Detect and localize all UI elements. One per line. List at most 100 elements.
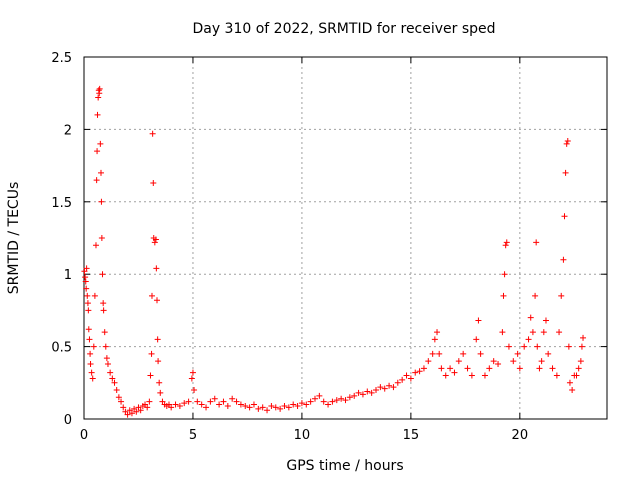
data-point <box>333 397 340 404</box>
y-tick-label: 1.5 <box>51 196 72 211</box>
data-point <box>473 336 480 343</box>
data-point <box>268 402 275 409</box>
data-point <box>149 130 156 137</box>
data-point <box>97 140 104 147</box>
data-point <box>92 242 99 249</box>
data-point <box>156 379 163 386</box>
data-point <box>99 271 106 278</box>
data-point <box>560 256 567 263</box>
data-point <box>351 392 358 399</box>
data-point <box>87 360 94 367</box>
data-point <box>499 329 506 336</box>
data-point <box>224 402 231 409</box>
data-point <box>329 398 336 405</box>
data-point <box>481 372 488 379</box>
data-point <box>549 365 556 372</box>
data-point <box>578 343 585 350</box>
data-point <box>82 274 89 281</box>
data-point <box>128 410 135 417</box>
data-point <box>575 365 582 372</box>
data-point <box>194 398 201 405</box>
data-point <box>386 382 393 389</box>
data-point <box>390 384 397 391</box>
data-point <box>102 343 109 350</box>
data-point <box>98 235 105 241</box>
data-point <box>412 369 419 376</box>
data-point <box>521 343 528 350</box>
data-point <box>181 400 188 407</box>
data-point <box>191 387 198 394</box>
data-point <box>501 271 508 278</box>
data-point <box>144 404 151 411</box>
data-point <box>86 336 93 343</box>
data-point <box>120 404 127 411</box>
x-tick-label: 5 <box>189 428 197 443</box>
data-point <box>84 300 91 307</box>
data-point <box>536 365 543 372</box>
data-point <box>565 343 572 350</box>
data-point <box>148 350 155 357</box>
data-point <box>460 350 467 357</box>
y-tick-label: 0.5 <box>51 341 72 356</box>
data-point <box>540 329 547 336</box>
data-point <box>233 398 240 405</box>
data-point <box>580 334 587 341</box>
data-point <box>100 307 107 314</box>
data-point <box>495 360 502 367</box>
data-point <box>403 372 410 379</box>
data-point <box>529 329 536 336</box>
data-point <box>89 375 96 382</box>
data-point <box>486 365 493 372</box>
data-point <box>111 379 118 386</box>
data-point <box>303 401 310 408</box>
data-point <box>100 300 107 307</box>
data-point <box>545 350 552 357</box>
data-point <box>250 401 257 408</box>
data-point <box>534 343 541 350</box>
data-point <box>281 402 288 409</box>
data-point <box>505 343 512 350</box>
data-point <box>101 329 108 336</box>
data-point <box>464 365 471 372</box>
data-point <box>468 372 475 379</box>
data-point <box>298 400 305 407</box>
data-point <box>285 404 292 411</box>
data-point <box>137 407 144 414</box>
data-point <box>104 360 111 367</box>
data-point <box>237 401 244 408</box>
data-point <box>564 137 571 144</box>
chart-title: Day 310 of 2022, SRMTID for receiver spe… <box>192 21 495 37</box>
y-tick-label: 1 <box>64 268 72 283</box>
y-tick-label: 0 <box>64 413 72 428</box>
data-point <box>514 350 521 357</box>
data-point <box>154 336 161 343</box>
data-point <box>577 358 584 365</box>
data-point <box>442 372 449 379</box>
data-point <box>88 369 95 376</box>
data-point <box>502 242 509 249</box>
data-point <box>91 292 98 299</box>
data-point <box>82 278 89 285</box>
data-point <box>455 358 462 365</box>
data-point <box>133 408 140 415</box>
data-point <box>185 398 192 405</box>
data-point <box>229 395 236 402</box>
data-point <box>151 239 158 246</box>
data-point <box>451 369 458 376</box>
data-point <box>311 395 318 402</box>
data-point <box>420 365 427 372</box>
data-point <box>447 365 454 372</box>
data-point <box>95 94 102 101</box>
data-point <box>83 265 90 272</box>
data-point <box>107 369 114 376</box>
data-point <box>103 355 110 362</box>
data-points <box>81 85 587 418</box>
data-point <box>294 402 301 409</box>
y-tick-label: 2.5 <box>51 51 72 66</box>
data-point <box>216 401 223 408</box>
data-point <box>431 336 438 343</box>
x-tick-label: 20 <box>512 428 529 443</box>
data-point <box>152 236 159 243</box>
data-point <box>176 402 183 409</box>
